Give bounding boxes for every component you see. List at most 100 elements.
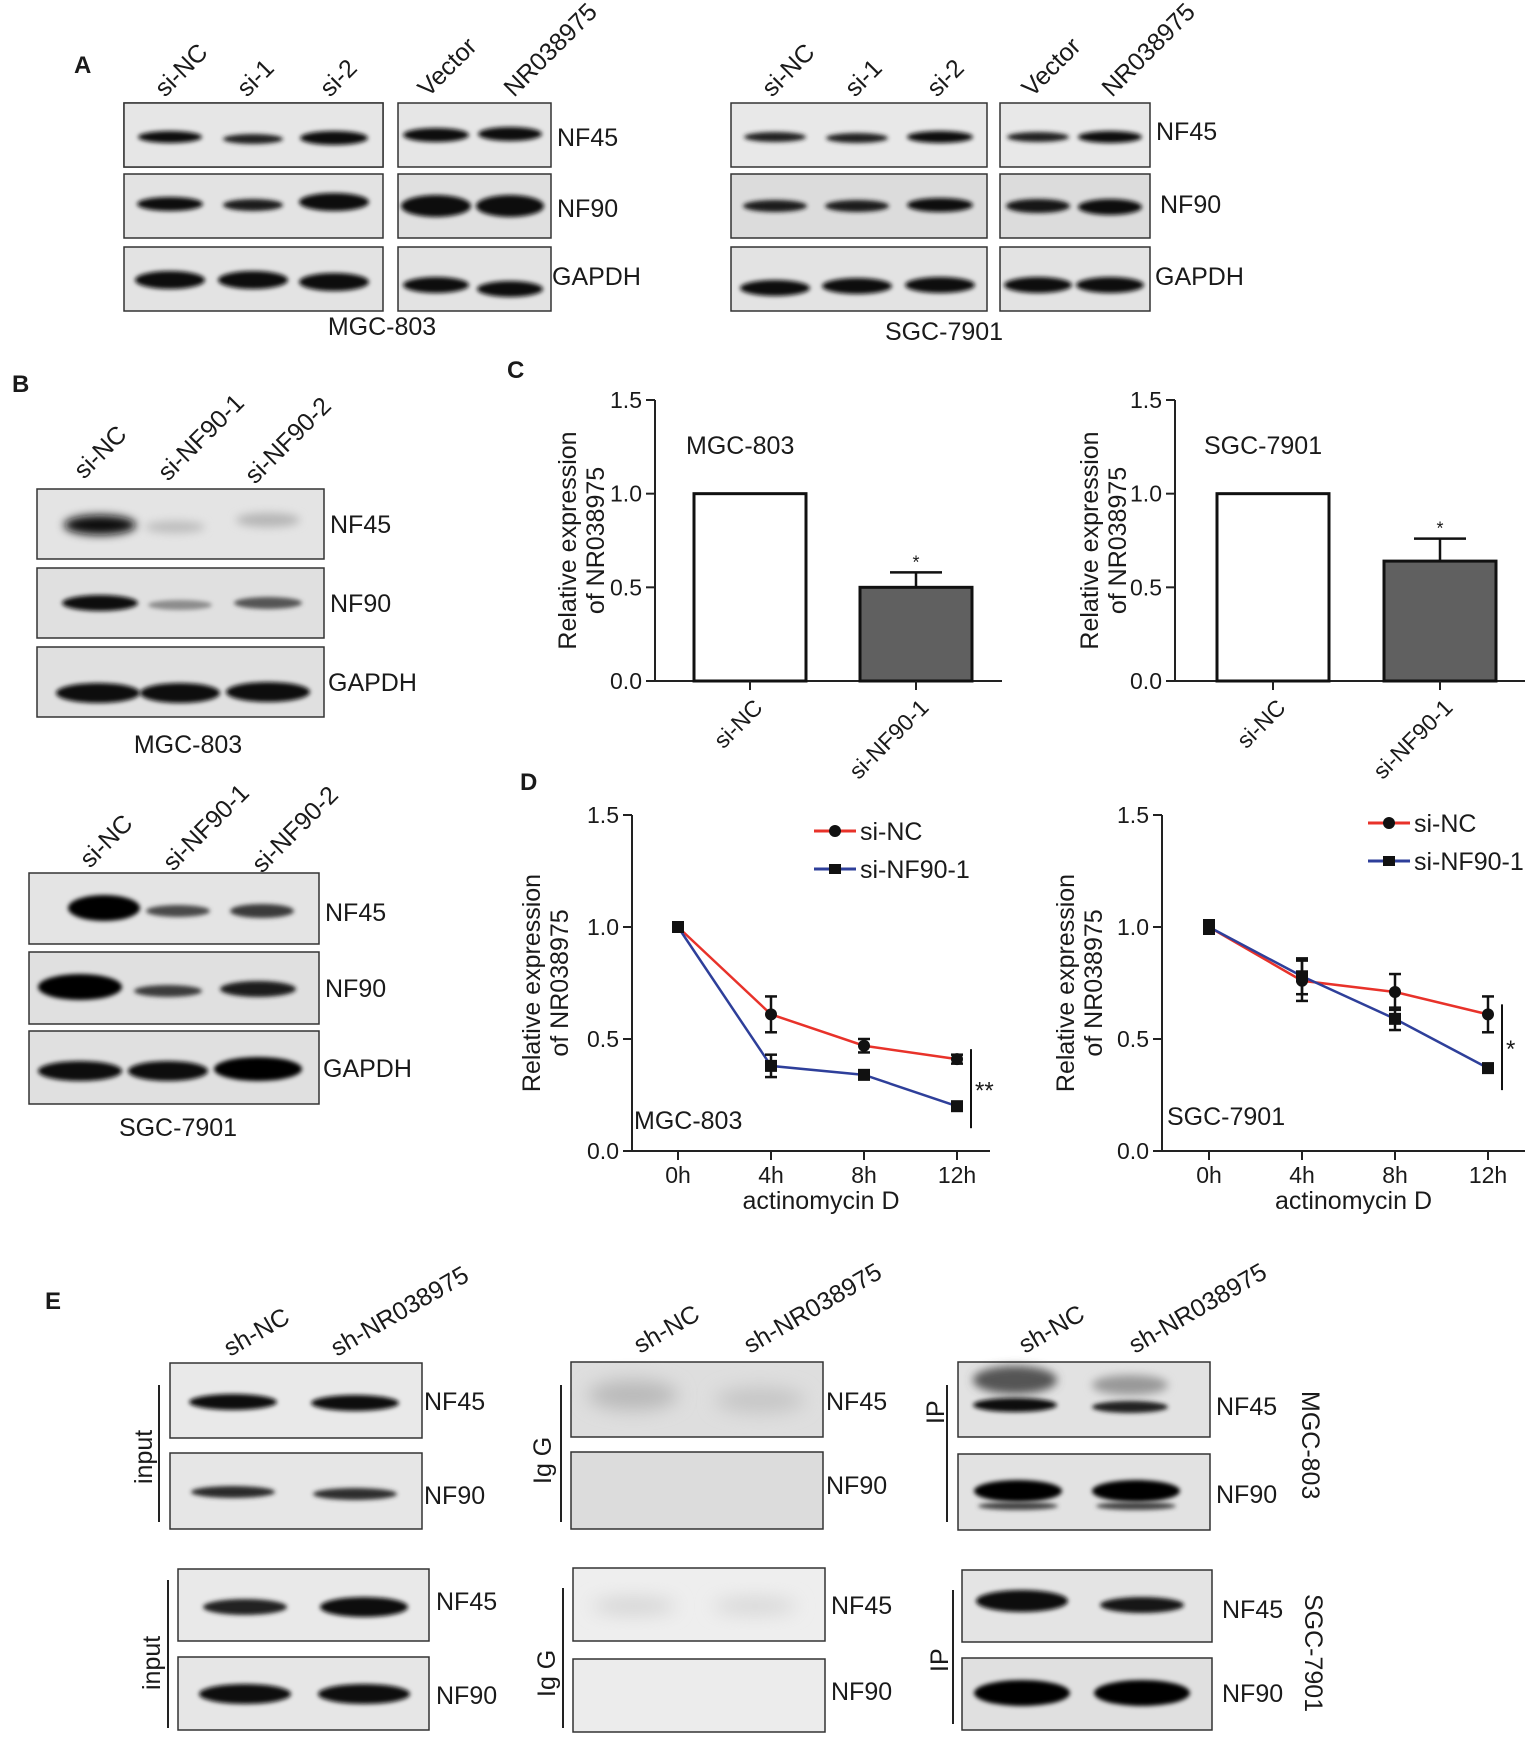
series-line [1208,925,1489,1070]
series-line [677,926,958,1061]
lane-label: si-NF90-1 [152,389,249,486]
blot-band [148,600,212,610]
blot-strip [571,1452,823,1529]
lane-label: sh-NR038975 [739,1258,887,1359]
blot-band [62,595,138,611]
protein-label: NF45 [1222,1596,1283,1624]
y-tick-label: 0.5 [1130,574,1162,600]
lane-label: si-2 [921,54,969,102]
protein-label: NF90 [424,1482,485,1510]
blot-strip [573,1659,825,1732]
chart-c-sgc7901: 0.0 0.5 1.0 1.5 Relative expression of NR0389… [1076,387,1525,784]
cell-line-label: MGC-803 [134,731,242,759]
protein-label: NF45 [557,124,618,152]
y-tick-label: 0.0 [1130,668,1162,694]
data-point [1203,921,1215,933]
lane-label: Vector [412,32,482,102]
blot-band [973,1398,1057,1412]
x-axis-title: actinomycin D [1275,1187,1432,1215]
blot-band [134,985,202,997]
protein-label: GAPDH [328,669,417,697]
legend-label: si-NF90-1 [860,856,970,884]
blot-band [299,193,369,211]
protein-label: GAPDH [552,263,641,291]
lane-label: NR038975 [498,0,602,102]
blot-band [300,131,368,145]
protein-label: NF90 [1222,1680,1283,1708]
y-tick-label: 1.5 [610,387,642,413]
blot-band [64,515,136,535]
protein-label: NF90 [826,1472,887,1500]
blot-band [146,905,210,917]
x-tick-label: si-NF90-1 [1368,694,1458,784]
panel-e-sgc7901-ip: NF45 NF90 IP SGC-7901 [926,1569,1327,1731]
lane-label: si-NC [74,809,138,873]
y-tick-label: 0.5 [610,574,642,600]
cell-line-label: SGC-7901 [1299,1594,1327,1712]
panel-a-right-lane-labels: si-NC si-1 si-2 Vector NR038975 [756,0,1200,102]
lane-label: sh-NC [219,1303,294,1363]
x-tick-label: si-NC [1231,694,1290,753]
blot-band [477,281,543,297]
y-tick-label: 0.5 [1117,1026,1149,1052]
blot-band [145,521,205,533]
blot-band [715,1387,805,1413]
protein-label: NF90 [330,590,391,618]
x-tick-label: 8h [1382,1162,1408,1188]
legend-marker [1383,856,1395,866]
data-point [1389,985,1401,998]
protein-label: NF45 [424,1388,485,1416]
blot-band [403,277,469,293]
lane-label: NR038975 [1096,0,1200,102]
y-axis-title: Relative expression of NR038975 [1052,874,1108,1092]
y-tick-label: 0.0 [1117,1138,1149,1164]
panel-e-mgc803-igg: NF45 NF90 Ig G [529,1361,887,1530]
protein-label: NF45 [1216,1393,1277,1421]
y-axis-title: Relative expression of NR038975 [518,874,574,1092]
blot-band [974,1680,1070,1706]
panel-a-right-blots: NF45 NF90 GAPDH SGC-7901 [730,102,1244,346]
data-point [1389,1012,1401,1025]
blot-band [299,273,369,291]
blot-band [826,133,888,143]
blot-band [740,280,810,296]
protein-label: NF90 [1216,1481,1277,1509]
y-axis-title-line: of NR038975 [1104,467,1132,614]
protein-label: NF45 [1156,118,1217,146]
panel-e-mgc803-ip: NF45 NF90 IP MGC-803 [922,1361,1324,1531]
significance-mark: * [1506,1036,1515,1063]
panel-e-sgc7901-igg: NF45 NF90 Ig G [533,1567,892,1733]
blot-band [973,1366,1057,1394]
blot-band [220,981,296,997]
legend-label: si-NC [860,818,923,846]
y-tick-label: 1.5 [587,802,619,828]
x-tick-label: 0h [665,1162,691,1188]
chart-d-mgc803: 0.0 0.5 1.0 1.5 Relative expression of NR0389… [518,802,994,1215]
legend-marker [1383,817,1395,829]
blot-band [1092,1480,1180,1502]
panel-a-left-lane-labels: si-NC si-1 si-2 Vector NR038975 [149,0,602,102]
blot-band [230,904,294,918]
series-line [676,926,958,1108]
blot-band [1076,277,1144,293]
data-point [765,1059,777,1072]
blot-band [320,1597,408,1617]
blot-band [234,597,302,609]
blot-band [1100,1597,1184,1613]
x-tick-label: 12h [938,1162,976,1188]
panel-a-left-blots: NF45 NF90 GAPDH MGC-803 [123,102,641,341]
protein-label: NF45 [325,899,386,927]
blot-band [128,1061,208,1081]
lane-label: si-NC [756,38,820,102]
panel-b-top-lane-labels: si-NC si-NF90-1 si-NF90-2 [68,389,336,489]
y-axis-title-line: Relative expression [1052,874,1080,1092]
lane-label: sh-NR038975 [1124,1258,1272,1359]
chart-title: MGC-803 [686,432,794,460]
y-axis-title-line: Relative expression [554,431,582,649]
y-tick-label: 1.0 [1117,914,1149,940]
y-tick-label: 1.0 [610,481,642,507]
blot-band [138,131,202,143]
cell-line-label: MGC-803 [328,313,436,341]
blot-band [713,1598,797,1614]
